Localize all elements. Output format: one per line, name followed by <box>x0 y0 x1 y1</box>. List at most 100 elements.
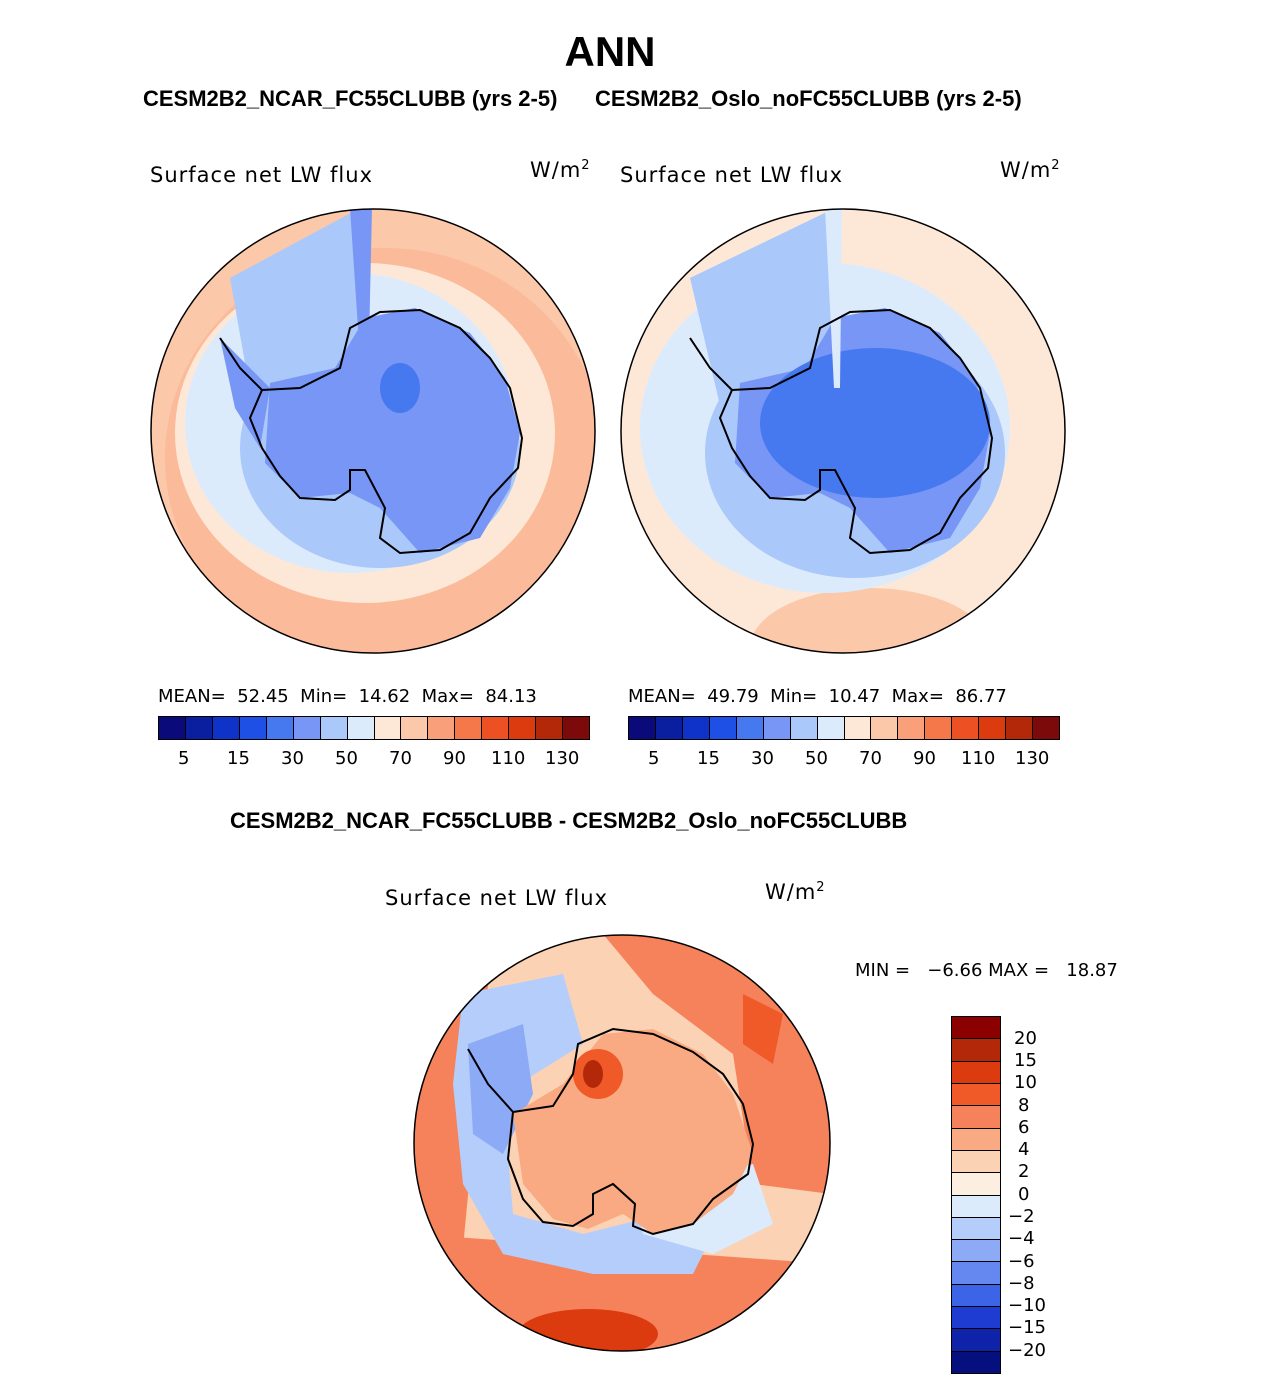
map-ncar <box>150 208 596 654</box>
map-oslo-coastline <box>718 308 994 555</box>
colorbar-ncar-tick: 5 <box>178 748 190 769</box>
colorbar-oslo-swatch <box>790 717 818 739</box>
colorbar-ncar-tick: 110 <box>491 748 526 769</box>
colorbar-oslo-swatch <box>629 717 656 739</box>
colorbar-ncar-tick: 15 <box>227 748 250 769</box>
map-ncar-peninsula-coast <box>219 337 263 391</box>
colorbar-diff-swatch <box>952 1307 1000 1330</box>
colorbar-ncar-swatch <box>293 717 321 739</box>
map-oslo-strip <box>825 209 842 388</box>
colorbar-ncar-swatch <box>239 717 267 739</box>
colorbar-ncar-tick: 90 <box>443 748 466 769</box>
map-oslo-core <box>760 348 990 498</box>
panel-oslo-stats: MEAN= 49.79 Min= 10.47 Max= 86.77 <box>628 686 1007 707</box>
subtitle-oslo: CESM2B2_Oslo_noFC55CLUBB (yrs 2-5) <box>595 86 1022 111</box>
map-ncar-border <box>150 208 596 654</box>
map-diff-ice-core <box>583 1060 603 1088</box>
colorbar-ncar-swatch <box>212 717 240 739</box>
colorbar-oslo-tick: 90 <box>913 748 936 769</box>
colorbar-diff-swatch <box>952 1106 1000 1129</box>
map-ncar-coastline <box>248 308 524 555</box>
map-diff-coastline <box>506 1027 755 1236</box>
colorbar-diff-tick: 4 <box>1018 1139 1030 1160</box>
colorbar-diff-tick: 2 <box>1018 1161 1030 1182</box>
map-diff-ice-sheet <box>513 1029 753 1234</box>
panel-oslo-variable-label: Surface net LW flux <box>620 163 843 187</box>
colorbar-diff-tick: −20 <box>1008 1340 1046 1361</box>
map-ncar-core <box>380 363 420 413</box>
colorbar-diff-swatch <box>952 1173 1000 1196</box>
map-oslo <box>620 208 1066 654</box>
panel-ncar-units: W/m2 <box>530 158 591 182</box>
colorbar-oslo-tick: 110 <box>961 748 996 769</box>
colorbar-diff-tick: 10 <box>1014 1072 1037 1093</box>
colorbar-ncar-swatch <box>536 717 564 739</box>
colorbar-ncar-swatch <box>428 717 456 739</box>
colorbar-oslo-swatch <box>952 717 980 739</box>
colorbar-oslo-tick: 130 <box>1015 748 1050 769</box>
colorbar-oslo-swatch <box>763 717 791 739</box>
colorbar-diff-tick: 20 <box>1014 1028 1037 1049</box>
colorbar-diff-swatch <box>952 1262 1000 1285</box>
colorbar-diff-tick: −4 <box>1008 1228 1035 1249</box>
colorbar-ncar <box>158 716 590 740</box>
colorbar-oslo-tick: 30 <box>751 748 774 769</box>
colorbar-oslo-tick: 15 <box>697 748 720 769</box>
colorbar-diff-tick: −15 <box>1008 1317 1046 1338</box>
colorbar-diff-swatch <box>952 1217 1000 1241</box>
colorbar-oslo-tick: 70 <box>859 748 882 769</box>
colorbar-oslo-swatch <box>682 717 710 739</box>
colorbar-ncar-tick: 130 <box>545 748 580 769</box>
colorbar-diff-swatch <box>952 1017 1000 1040</box>
colorbar-diff-swatch <box>952 1061 1000 1084</box>
colorbar-diff-swatch <box>952 1284 1000 1308</box>
colorbar-oslo-swatch <box>709 717 737 739</box>
colorbar-oslo-swatch <box>871 717 899 739</box>
colorbar-diff-swatch <box>952 1240 1000 1263</box>
diff-title: CESM2B2_NCAR_FC55CLUBB - CESM2B2_Oslo_no… <box>230 808 908 833</box>
colorbar-oslo-swatch <box>898 717 926 739</box>
colorbar-diff-tick: 8 <box>1018 1095 1030 1116</box>
colorbar-diff-tick: 15 <box>1014 1050 1037 1071</box>
colorbar-ncar-swatch <box>347 717 375 739</box>
colorbar-diff-tick: −8 <box>1008 1273 1035 1294</box>
colorbar-oslo-swatch <box>925 717 953 739</box>
map-diff-ne-hot <box>743 994 783 1064</box>
colorbar-ncar-swatch <box>185 717 213 739</box>
colorbar-diff-tick: −2 <box>1008 1206 1035 1227</box>
colorbar-oslo-swatch <box>1006 717 1034 739</box>
colorbar-ncar-swatch <box>266 717 294 739</box>
colorbar-ncar-swatch <box>563 717 589 739</box>
colorbar-ncar-swatch <box>509 717 537 739</box>
colorbar-diff-swatch <box>952 1039 1000 1062</box>
map-diff <box>413 934 831 1352</box>
colorbar-diff-swatch <box>952 1329 1000 1352</box>
panel-diff-units: W/m2 <box>765 880 826 904</box>
colorbar-oslo-swatch <box>817 717 845 739</box>
panel-oslo-units: W/m2 <box>1000 158 1061 182</box>
colorbar-oslo-swatch <box>655 717 683 739</box>
map-diff-peninsula-coast <box>467 1048 514 1113</box>
colorbar-ncar-tick: 50 <box>335 748 358 769</box>
colorbar-ncar-swatch <box>482 717 510 739</box>
colorbar-diff-swatch <box>952 1195 1000 1218</box>
colorbar-diff-tick: 0 <box>1018 1184 1030 1205</box>
colorbar-ncar-swatch <box>159 717 186 739</box>
colorbar-ncar-swatch <box>320 717 348 739</box>
map-oslo-band-warm <box>750 588 990 653</box>
colorbar-ncar-swatch <box>401 717 429 739</box>
page-title: ANN <box>564 28 656 75</box>
colorbar-oslo <box>628 716 1060 740</box>
map-oslo-border <box>620 208 1066 654</box>
panel-ncar-stats: MEAN= 52.45 Min= 14.62 Max= 84.13 <box>158 686 537 707</box>
colorbar-ncar-tick: 30 <box>281 748 304 769</box>
map-ncar-ice-sheet <box>265 308 520 553</box>
subtitle-ncar: CESM2B2_NCAR_FC55CLUBB (yrs 2-5) <box>143 86 558 111</box>
map-ncar-peninsula-blue <box>220 338 270 448</box>
colorbar-diff-tick: −10 <box>1008 1295 1046 1316</box>
panel-ncar-variable-label: Surface net LW flux <box>150 163 373 187</box>
colorbar-diff-swatch <box>952 1351 1000 1373</box>
colorbar-diff-tick: 6 <box>1018 1117 1030 1138</box>
map-oslo-peninsula-coast <box>689 337 733 391</box>
colorbar-oslo-tick: 50 <box>805 748 828 769</box>
